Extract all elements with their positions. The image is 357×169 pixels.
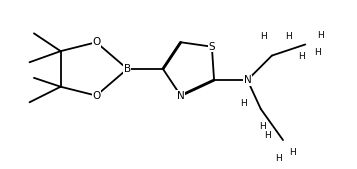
Text: H: H xyxy=(290,148,296,157)
Text: N: N xyxy=(243,75,251,85)
Text: H: H xyxy=(264,131,271,140)
Text: H: H xyxy=(317,31,324,40)
Text: H: H xyxy=(314,48,321,57)
Text: H: H xyxy=(260,122,266,131)
Text: H: H xyxy=(285,32,292,41)
Text: N: N xyxy=(177,91,185,101)
Text: O: O xyxy=(92,37,100,47)
Text: S: S xyxy=(208,42,215,52)
Text: B: B xyxy=(124,64,131,74)
Text: H: H xyxy=(275,154,282,163)
Text: H: H xyxy=(241,99,247,108)
Text: H: H xyxy=(298,52,305,61)
Text: O: O xyxy=(92,91,100,101)
Text: H: H xyxy=(261,32,267,41)
